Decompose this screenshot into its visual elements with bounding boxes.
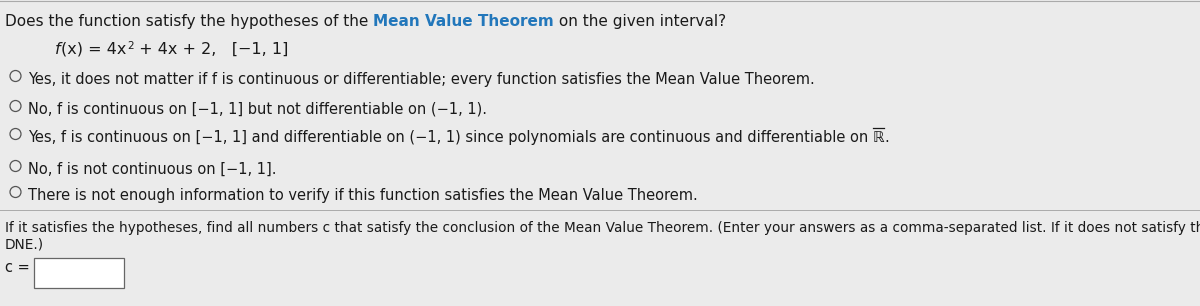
Text: No, f is not continuous on [−1, 1].: No, f is not continuous on [−1, 1]. <box>28 162 276 177</box>
Text: Yes, it does not matter if f is continuous or differentiable; every function sat: Yes, it does not matter if f is continuo… <box>28 72 815 87</box>
Text: Mean Value Theorem: Mean Value Theorem <box>373 14 554 29</box>
Text: c =: c = <box>5 260 30 275</box>
Text: + 4x + 2,   [−1, 1]: + 4x + 2, [−1, 1] <box>133 42 288 57</box>
Text: .: . <box>884 130 889 145</box>
Text: No, f is continuous on [−1, 1] but not differentiable on (−1, 1).: No, f is continuous on [−1, 1] but not d… <box>28 102 487 117</box>
Text: 2: 2 <box>127 41 133 51</box>
Text: There is not enough information to verify if this function satisfies the Mean Va: There is not enough information to verif… <box>28 188 697 203</box>
Text: f: f <box>55 42 61 57</box>
Text: Does the function satisfy the hypotheses of the: Does the function satisfy the hypotheses… <box>5 14 373 29</box>
Text: DNE.): DNE.) <box>5 238 44 252</box>
Text: Yes, f is continuous on [−1, 1] and differentiable on (−1, 1) since polynomials : Yes, f is continuous on [−1, 1] and diff… <box>28 130 872 145</box>
Text: on the given interval?: on the given interval? <box>554 14 726 29</box>
Text: If it satisfies the hypotheses, find all numbers c that satisfy the conclusion o: If it satisfies the hypotheses, find all… <box>5 221 1200 235</box>
Bar <box>35 258 125 288</box>
Text: ℝ: ℝ <box>872 130 884 145</box>
Text: (x) = 4x: (x) = 4x <box>61 42 126 57</box>
